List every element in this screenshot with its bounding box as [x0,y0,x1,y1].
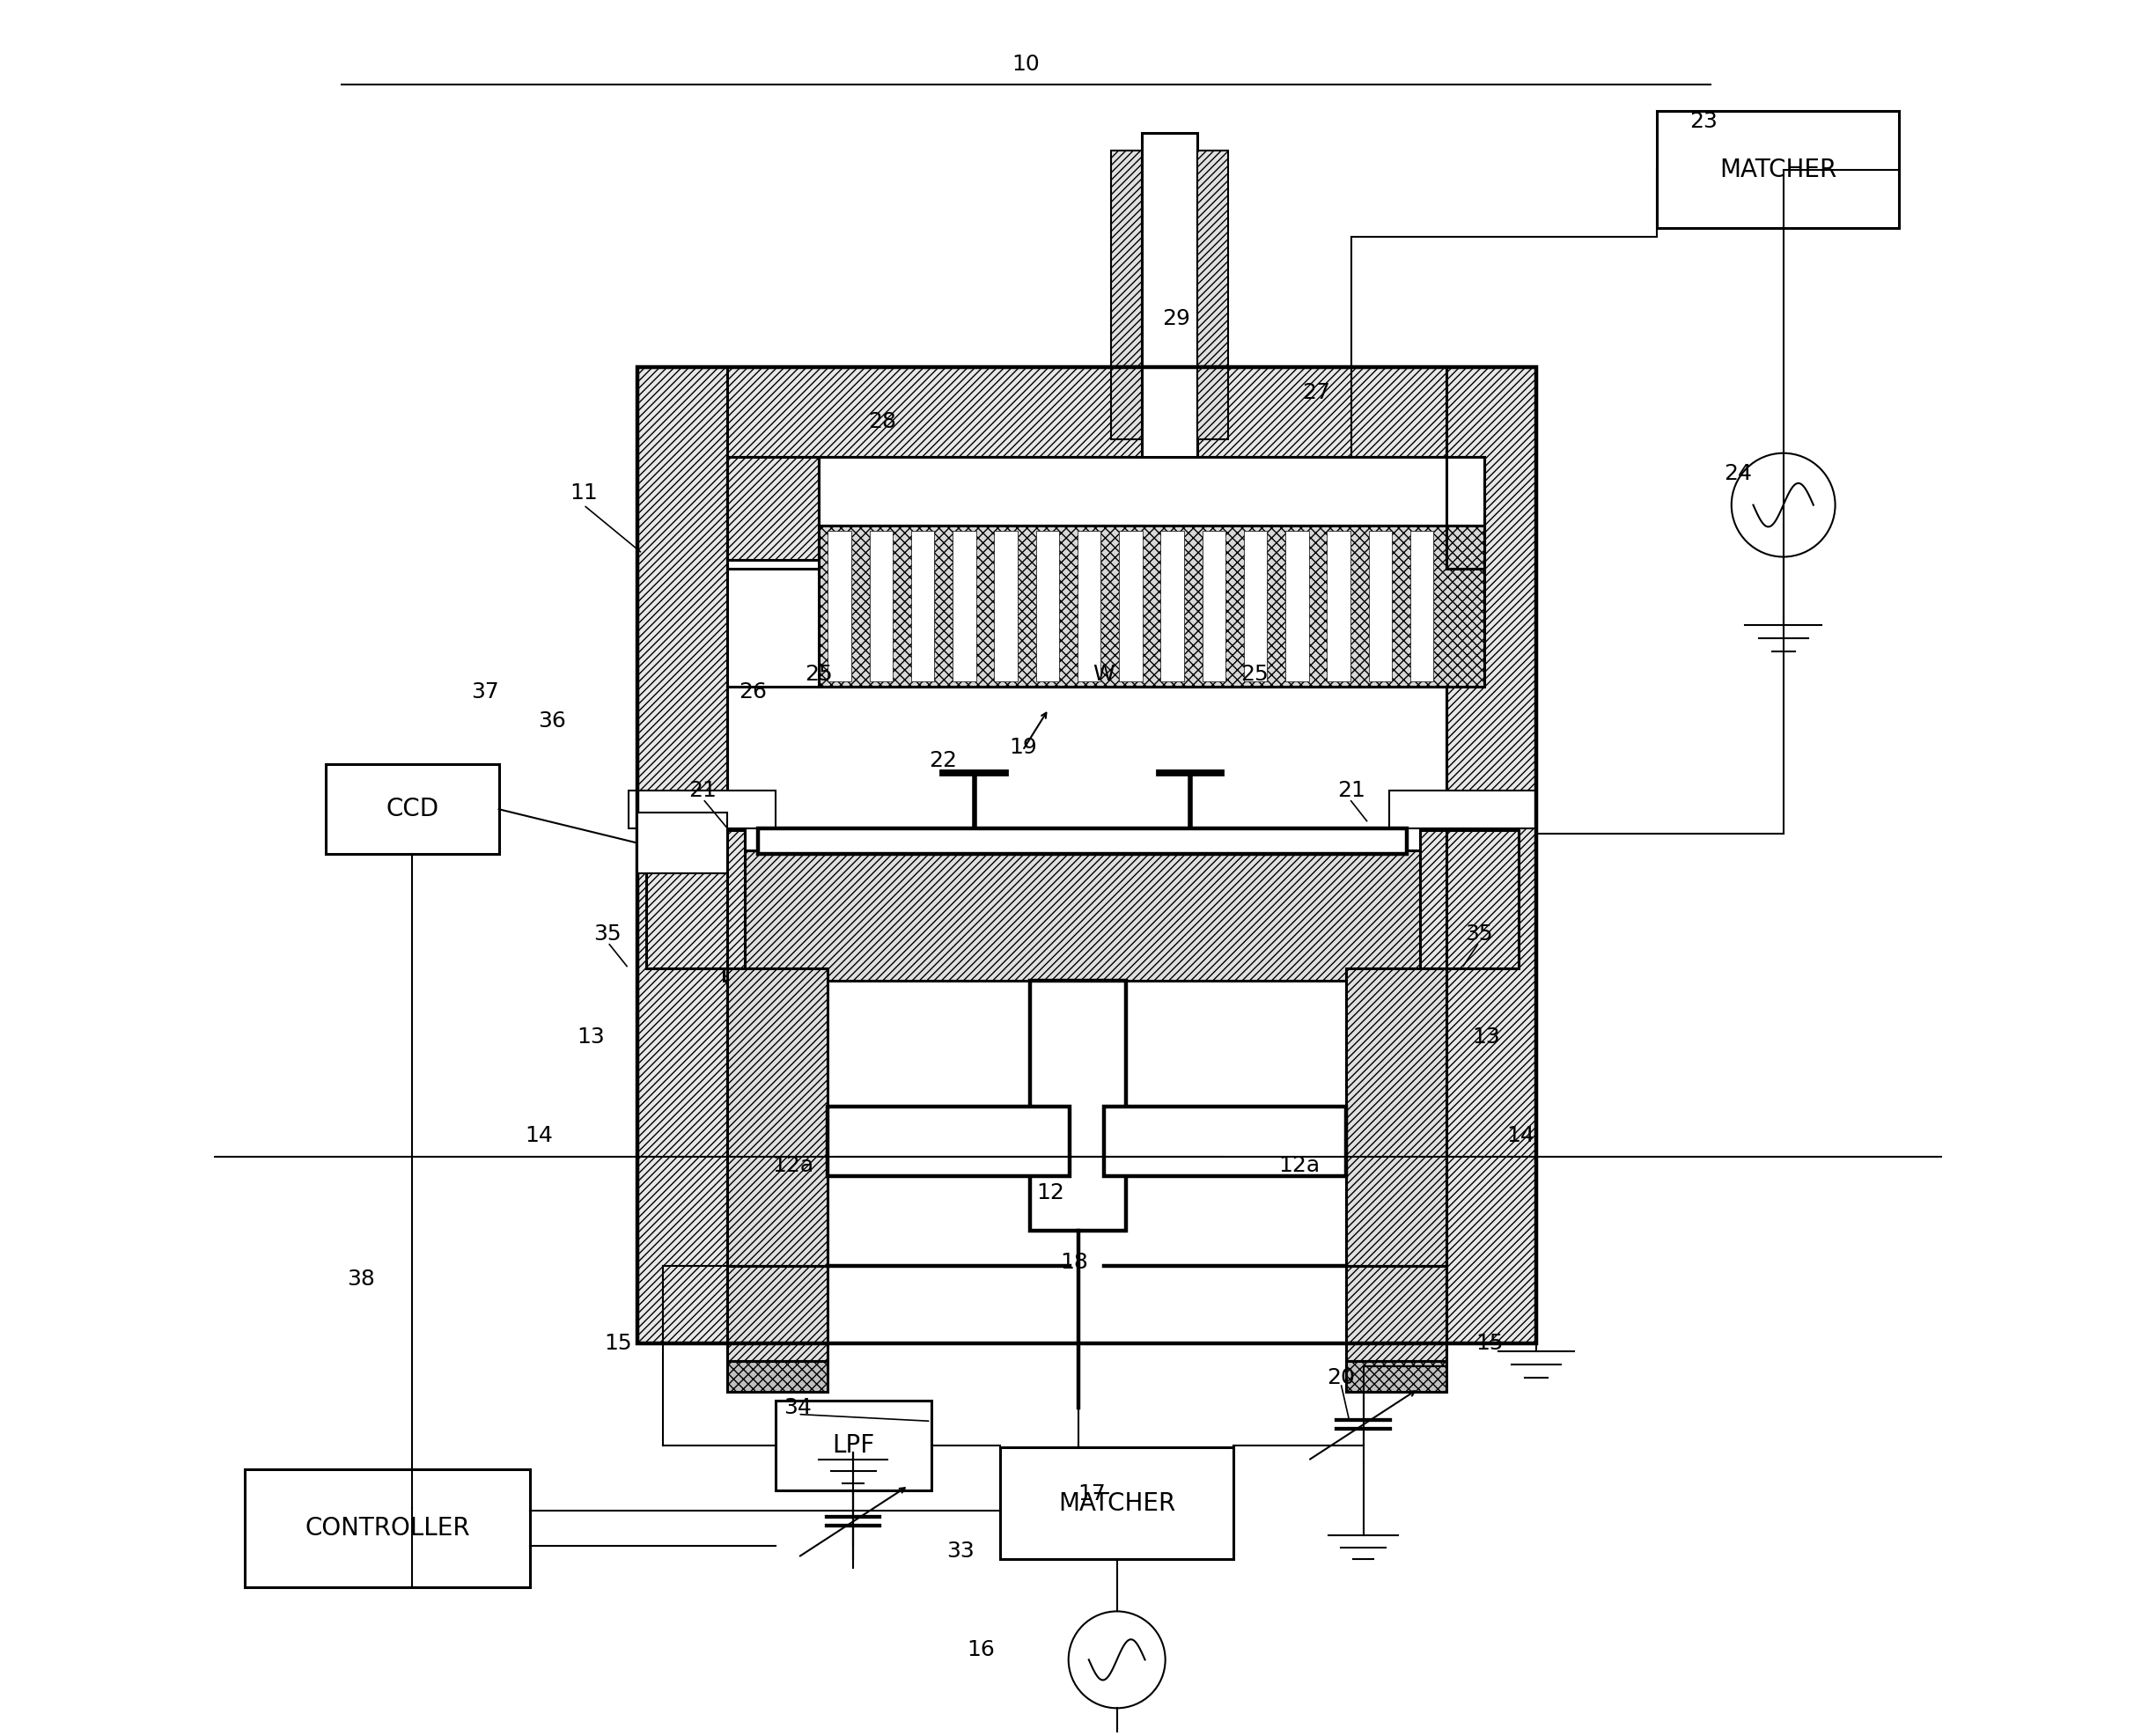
Text: CONTROLLER: CONTROLLER [304,1516,470,1540]
Bar [1345,1361,1447,1392]
Text: 18: 18 [1061,1252,1089,1272]
Bar [819,526,1483,686]
Bar [1104,1106,1345,1175]
Bar [727,1361,828,1392]
Text: MATCHER: MATCHER [1720,158,1837,182]
Text: 35: 35 [1466,924,1492,944]
Bar [724,851,1440,981]
Text: 21: 21 [1337,779,1365,800]
Bar [953,531,977,681]
Text: 13: 13 [576,1028,604,1049]
Text: 14: 14 [524,1125,552,1146]
Bar [1345,1266,1447,1361]
Bar [1244,531,1268,681]
Bar [1078,531,1102,681]
Text: 23: 23 [1690,111,1718,132]
Text: 15: 15 [1475,1333,1503,1354]
Text: LPF: LPF [832,1432,875,1458]
Text: 19: 19 [1009,736,1037,757]
Bar [828,531,852,681]
Text: 25: 25 [1240,663,1268,686]
Bar [819,457,1483,526]
Bar [1035,531,1059,681]
Bar [759,828,1406,854]
Bar [1160,531,1184,681]
Bar [1410,531,1434,681]
Bar [246,1470,530,1587]
Text: 38: 38 [347,1269,375,1290]
Bar [1119,531,1143,681]
Text: 13: 13 [1473,1028,1501,1049]
Text: 12a: 12a [772,1154,813,1175]
Bar [638,366,1535,1344]
Text: 27: 27 [1302,382,1330,403]
Bar [727,969,828,1266]
Bar [1326,531,1350,681]
Bar [994,531,1018,681]
Bar [638,812,727,873]
Text: 12a: 12a [1279,1154,1319,1175]
Bar [912,531,934,681]
Text: 37: 37 [470,681,498,703]
Text: 35: 35 [593,924,621,944]
Text: 34: 34 [785,1397,813,1418]
Bar [647,830,744,969]
Bar [1110,151,1143,439]
Text: W: W [1093,663,1115,686]
Text: 10: 10 [1011,54,1039,75]
Bar [1197,151,1229,439]
Bar [638,366,727,1344]
Text: 14: 14 [1507,1125,1535,1146]
Bar [1388,790,1535,828]
Bar [630,790,776,828]
Text: 22: 22 [929,750,957,771]
Text: 28: 28 [869,411,897,432]
Bar [326,764,498,854]
Bar [1000,1448,1233,1559]
Text: 33: 33 [946,1540,975,1561]
Text: 26: 26 [740,681,768,703]
Text: 36: 36 [539,710,567,731]
Bar [1447,457,1483,561]
Bar [776,1401,931,1489]
Text: 29: 29 [1162,307,1190,328]
Bar [1421,830,1518,969]
Text: 21: 21 [688,779,718,800]
Bar [638,366,1535,457]
Bar [1369,531,1393,681]
Bar [1143,134,1197,457]
Bar [727,1266,828,1361]
Text: 15: 15 [604,1333,632,1354]
Text: 17: 17 [1078,1483,1106,1505]
Text: 25: 25 [804,663,832,686]
Bar [1285,531,1309,681]
Bar [1658,111,1899,229]
Text: 16: 16 [968,1639,996,1660]
Text: CCD: CCD [386,797,440,821]
Bar [1203,531,1225,681]
Bar [1447,366,1535,1344]
Bar [1345,969,1447,1266]
Text: MATCHER: MATCHER [1059,1491,1175,1516]
Bar [869,531,893,681]
Bar [1031,981,1125,1231]
Text: 11: 11 [569,483,597,503]
Text: 12: 12 [1037,1182,1065,1203]
Text: 24: 24 [1725,464,1753,484]
Bar [828,1106,1069,1175]
Bar [727,457,819,561]
Text: 20: 20 [1326,1368,1354,1389]
